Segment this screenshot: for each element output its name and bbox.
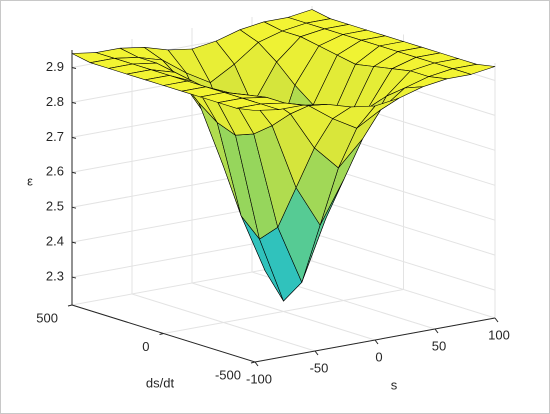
- x-tick: [434, 328, 439, 334]
- x-tick-label: 0: [375, 349, 382, 364]
- z-tick-label: 2.4: [46, 234, 64, 249]
- y-tick: [159, 333, 164, 335]
- z-tick: [71, 101, 77, 104]
- x-tick: [314, 350, 319, 356]
- y-tick-label: 500: [36, 310, 58, 325]
- y-tick-label: 0: [142, 339, 149, 354]
- z-tick: [71, 241, 77, 244]
- y-tick-label: -500: [215, 367, 241, 382]
- z-tick: [71, 206, 77, 209]
- x-tick: [374, 339, 379, 345]
- z-tick: [71, 136, 77, 139]
- z-tick: [71, 276, 77, 279]
- y-tick: [67, 304, 73, 307]
- y-axis-label: ds/dt: [146, 375, 175, 390]
- z-tick-label: 2.9: [46, 59, 64, 74]
- z-axis-label: ε: [27, 173, 33, 188]
- z-tick-label: 2.8: [46, 94, 64, 109]
- z-tick-label: 2.7: [46, 129, 64, 144]
- y-tick: [250, 361, 256, 364]
- grid-line: [163, 34, 404, 334]
- x-axis-label: s: [391, 377, 398, 392]
- x-tick-label: 50: [432, 338, 446, 353]
- z-tick: [71, 66, 77, 69]
- z-tick-label: 2.3: [46, 268, 64, 283]
- z-tick-label: 2.6: [46, 164, 64, 179]
- x-tick-label: -100: [246, 371, 272, 386]
- z-tick: [71, 171, 77, 174]
- x-tick-label: 100: [488, 327, 510, 342]
- surface-face: [236, 103, 280, 111]
- x-tick: [494, 317, 499, 323]
- z-tick-label: 2.5: [46, 199, 64, 214]
- x-tick-label: -50: [310, 360, 329, 375]
- x-tick: [254, 361, 259, 367]
